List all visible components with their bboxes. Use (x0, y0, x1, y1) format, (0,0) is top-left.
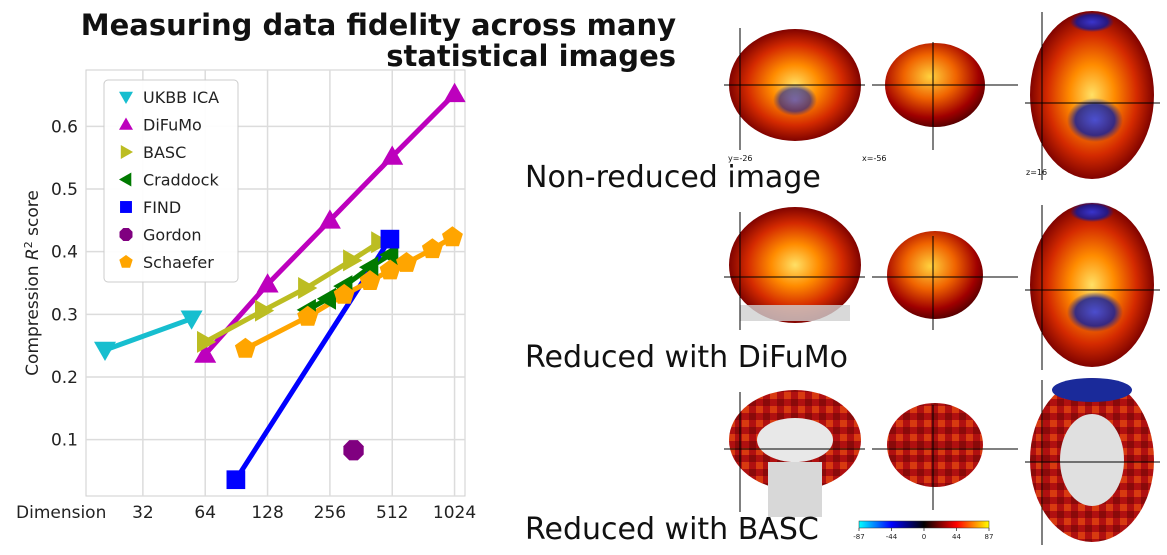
legend-marker-basc (120, 145, 133, 159)
coronal-blue-region (773, 84, 817, 116)
colorbar-gradient (858, 520, 990, 529)
legend-marker-find (120, 201, 132, 213)
data-point-craddock (316, 287, 336, 310)
legend-label-schaefer: Schaefer (143, 253, 214, 272)
data-point-schaefer (333, 283, 355, 304)
figure-title: Measuring data fidelity across many stat… (80, 8, 676, 73)
axial-slice (1030, 203, 1154, 367)
legend-items: UKBB ICA DiFuMo BASC Craddock FIND Gordon Scha… (119, 88, 219, 272)
legend-marker-ukbb-ica (119, 91, 133, 104)
legend-box (103, 79, 239, 283)
x-axis-label: Dimension (16, 503, 106, 523)
y-tick-label: 0.1 (51, 431, 78, 451)
data-point-basc (298, 277, 318, 299)
x-tick-label: 64 (194, 503, 216, 523)
coord-label-x: x=-56 (862, 154, 887, 163)
brain-row-non-reduced: y=-26 x=-56 z=16 (724, 11, 1160, 180)
colorbar-tick-label: 0 (922, 533, 926, 541)
x-tick-label: 128 (251, 503, 283, 523)
coord-label-y: y=-26 (728, 154, 753, 163)
axial-blue-region (1067, 292, 1123, 332)
x-tick-label: 32 (132, 503, 154, 523)
coronal-white-matter (757, 418, 833, 462)
legend-marker-schaefer (119, 255, 133, 268)
y-axis-label: Compression R2 score (22, 190, 44, 376)
legend-label-ukbb-ica: UKBB ICA (143, 88, 219, 107)
y-tick-label: 0.4 (51, 243, 78, 263)
brain-row-difumo (724, 202, 1160, 370)
caption-difumo: Reduced with DiFuMo (525, 340, 849, 375)
y-tick-label: 0.2 (51, 368, 78, 388)
data-point-difumo (194, 343, 217, 363)
x-tick-label: 256 (314, 503, 346, 523)
data-point-schaefer (297, 305, 319, 326)
legend-label-difumo: DiFuMo (143, 116, 202, 135)
sagittal-slice (887, 231, 983, 319)
x-tick-label: 1024 (433, 503, 476, 523)
brain-row-basc (724, 378, 1160, 545)
colorbar-tick-label: -44 (886, 533, 898, 541)
axial-white-matter (1060, 414, 1124, 506)
colorbar-tick-label: 44 (952, 533, 961, 541)
coord-label-z: z=16 (1026, 168, 1047, 177)
y-tick-label: 0.3 (51, 305, 78, 325)
data-point-difumo (256, 273, 279, 293)
data-point-difumo (443, 82, 466, 103)
legend-label-gordon: Gordon (143, 226, 202, 245)
data-point-schaefer (421, 238, 443, 259)
data-point-schaefer (379, 259, 401, 280)
data-point-schaefer (234, 337, 256, 358)
colorbar: -87 -44 0 44 87 (853, 520, 993, 541)
caption-basc: Reduced with BASC (525, 512, 819, 547)
axial-blue-region (1067, 98, 1123, 142)
data-point-ukbb-ica (180, 310, 203, 330)
series-line-ukbb-ica (104, 316, 193, 353)
x-tick-label: 512 (376, 503, 408, 523)
data-point-basc (343, 249, 363, 272)
data-point-find (380, 229, 400, 249)
chart-legend: UKBB ICA DiFuMo BASC Craddock FIND Gordon Scha… (103, 79, 239, 283)
legend-label-find: FIND (143, 198, 181, 217)
data-point-basc (255, 299, 275, 322)
data-point-schaefer (359, 270, 381, 290)
colorbar-tick-label: -87 (853, 533, 864, 541)
data-point-difumo (318, 209, 341, 229)
legend-marker-craddock (119, 172, 132, 187)
y-tick-label: 0.5 (51, 180, 78, 200)
axial-blue-front (1052, 378, 1132, 402)
coronal-slice (729, 207, 861, 323)
legend-marker-difumo (119, 117, 133, 130)
y-tick-label: 0.6 (51, 117, 78, 137)
axial-slice (1030, 11, 1154, 179)
data-point-basc (197, 330, 217, 353)
data-point-difumo (381, 145, 404, 165)
data-point-gordon (343, 440, 364, 461)
colorbar-ticks: -87 -44 0 44 87 (853, 528, 993, 541)
legend-label-basc: BASC (143, 143, 186, 162)
x-tick-labels: 32 64 128 256 512 1024 (132, 503, 476, 523)
caption-non-reduced: Non-reduced image (525, 160, 821, 195)
sagittal-slice (887, 403, 983, 487)
axial-blue-front (1070, 12, 1114, 32)
series-markers (94, 82, 466, 490)
data-point-craddock (379, 243, 399, 266)
legend-label-craddock: Craddock (143, 171, 219, 190)
legend-marker-gordon (119, 228, 133, 241)
data-point-ukbb-ica (94, 341, 116, 361)
colorbar-tick-label: 87 (985, 533, 994, 541)
data-point-find (226, 470, 246, 490)
data-point-schaefer (442, 226, 463, 247)
y-tick-labels: 0.1 0.2 0.3 0.4 0.5 0.6 (51, 117, 78, 450)
axial-blue-front (1070, 202, 1114, 222)
data-point-schaefer (396, 252, 417, 272)
